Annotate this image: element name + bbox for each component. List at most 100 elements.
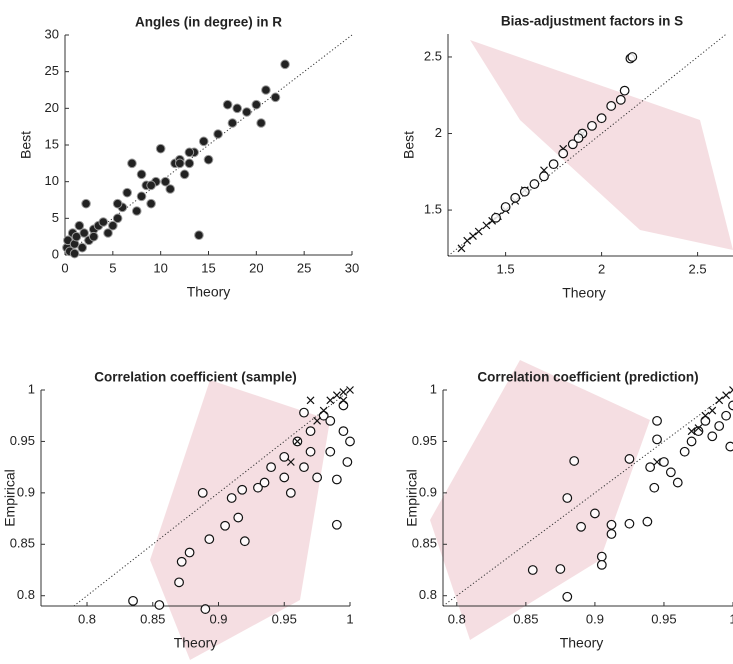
data-point (694, 424, 703, 432)
data-point (642, 516, 653, 527)
data-point (325, 415, 336, 426)
data-point (122, 187, 132, 198)
data-point (331, 519, 342, 530)
y-axis-label: Empirical (2, 469, 18, 527)
data-point (652, 415, 662, 426)
x-tick-label: 0.9 (586, 611, 604, 626)
data-point (154, 600, 165, 610)
data-point (624, 518, 635, 529)
data-point (213, 129, 223, 139)
data-point (576, 521, 586, 532)
data-point (708, 406, 717, 415)
data-point (649, 482, 660, 493)
data-point (251, 99, 262, 110)
data-point (457, 244, 466, 253)
y-tick-label: 2.5 (424, 48, 442, 63)
y-tick-label: 2 (435, 125, 442, 140)
data-point (98, 217, 109, 227)
data-point (331, 474, 342, 485)
data-point (342, 457, 353, 467)
x-tick-label: 0.95 (651, 611, 676, 626)
x-tick-label: 20 (249, 260, 263, 275)
y-tick-label: 0.9 (419, 484, 437, 499)
y-axis-label: Best (401, 131, 417, 159)
y-tick-label: 0.9 (17, 484, 35, 499)
data-point (69, 248, 80, 259)
data-point (701, 411, 710, 420)
data-point (239, 536, 250, 547)
data-point (339, 396, 348, 405)
data-point (74, 220, 85, 231)
data-point (606, 101, 617, 111)
data-point (179, 169, 190, 180)
data-point (345, 436, 355, 447)
x-axis-label: Theory (187, 284, 231, 300)
x-tick-label: 25 (297, 260, 311, 275)
data-point (722, 391, 731, 400)
data-point (338, 426, 349, 437)
identity-line (447, 33, 727, 257)
data-point (306, 396, 315, 405)
data-point (606, 529, 617, 539)
data-point (665, 467, 676, 478)
x-tick-label: 0.85 (140, 611, 165, 626)
data-point (280, 59, 290, 70)
data-point (71, 231, 82, 242)
x-axis-label: Theory (174, 635, 218, 651)
data-point (81, 198, 91, 209)
x-tick-label: 5 (109, 260, 116, 275)
x-tick-label: 10 (153, 260, 167, 275)
y-tick-label: 25 (45, 63, 59, 78)
data-point (338, 400, 349, 411)
y-tick-label: 20 (45, 100, 59, 115)
data-point (184, 547, 195, 558)
data-point (136, 191, 147, 202)
data-point (562, 493, 573, 503)
x-tick-label: 0.8 (448, 611, 466, 626)
data-point (596, 113, 607, 124)
chart-title: Angles (in degree) in R (135, 15, 282, 30)
data-point (555, 564, 566, 574)
data-point (279, 472, 290, 483)
data-point (562, 591, 573, 602)
data-point (261, 85, 271, 95)
data-point (227, 118, 238, 128)
data-point (319, 406, 328, 415)
data-point (136, 169, 147, 180)
x-tick-label: 15 (201, 260, 215, 275)
y-tick-label: 0 (52, 246, 59, 261)
data-point (325, 446, 336, 457)
data-point (707, 431, 718, 442)
x-tick-label: 0 (61, 260, 68, 275)
data-point (204, 534, 215, 545)
data-point (527, 565, 538, 575)
data-point (606, 519, 617, 530)
data-point (237, 484, 248, 495)
data-point (725, 441, 733, 452)
data-point (312, 472, 323, 483)
data-point (305, 446, 316, 457)
data-point (500, 202, 511, 212)
data-point (197, 487, 208, 498)
data-point (184, 158, 195, 169)
data-point (619, 85, 630, 96)
data-point (567, 139, 578, 150)
data-point (112, 198, 123, 209)
data-point (558, 148, 569, 159)
data-point (721, 410, 731, 421)
data-point (339, 388, 348, 396)
data-point (155, 143, 166, 154)
y-tick-label: 15 (45, 136, 59, 151)
x-tick-label: 1.5 (497, 261, 515, 276)
y-tick-label: 1.5 (424, 202, 442, 217)
data-point (548, 159, 559, 170)
data-point (529, 179, 540, 189)
data-point (346, 386, 354, 394)
x-tick-label: 0.95 (272, 611, 297, 626)
y-tick-label: 0.85 (10, 536, 35, 551)
data-point (645, 462, 656, 473)
y-tick-label: 0.8 (17, 587, 35, 602)
data-point (203, 154, 214, 165)
data-point (687, 427, 696, 436)
